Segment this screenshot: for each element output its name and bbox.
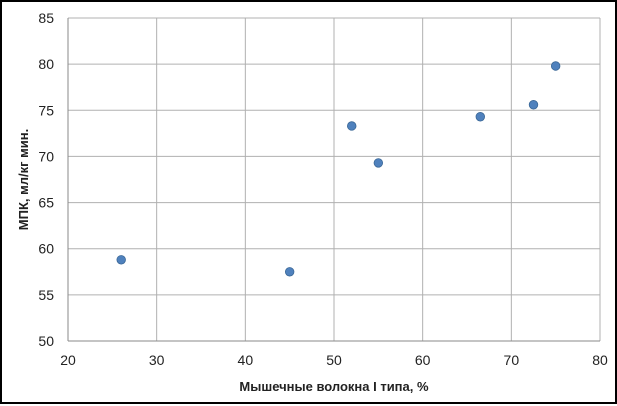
data-point [347, 121, 357, 131]
x-tick-label: 40 [238, 352, 254, 368]
y-tick-label: 80 [38, 56, 54, 72]
data-point [373, 158, 384, 168]
data-point [475, 112, 486, 122]
data-point [284, 267, 295, 277]
y-tick-label: 60 [38, 241, 54, 257]
y-tick-label: 65 [38, 195, 54, 211]
data-point [550, 61, 561, 71]
y-tick-label: 75 [38, 102, 54, 118]
y-axis-title: МПК, мл/кг мин. [16, 129, 31, 230]
y-tick-label: 70 [38, 148, 54, 164]
x-tick-label: 50 [326, 352, 342, 368]
x-tick-label: 20 [60, 352, 76, 368]
x-axis-title: Мышечные волокна I типа, % [239, 379, 429, 394]
data-points [116, 61, 561, 277]
x-tick-label: 60 [415, 352, 431, 368]
y-tick-label: 85 [38, 10, 54, 26]
y-tick-labels: 50 55 60 65 70 75 80 85 [38, 10, 54, 349]
y-tick-label: 55 [38, 287, 54, 303]
grid-lines [67, 17, 601, 342]
x-tick-label: 70 [504, 352, 520, 368]
x-tick-labels: 20 30 40 50 60 70 80 [60, 352, 608, 368]
data-point [528, 100, 539, 110]
data-point [116, 255, 126, 265]
x-tick-label: 80 [592, 352, 608, 368]
x-tick-label: 30 [149, 352, 165, 368]
y-tick-label: 50 [38, 333, 54, 349]
